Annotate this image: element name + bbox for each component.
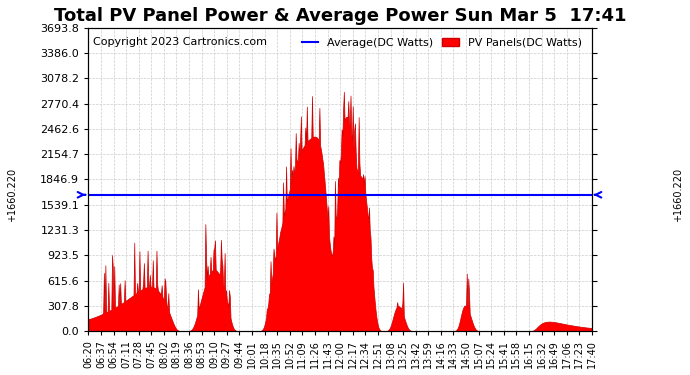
- Text: +1660.220: +1660.220: [673, 168, 683, 222]
- Legend: Average(DC Watts), PV Panels(DC Watts): Average(DC Watts), PV Panels(DC Watts): [297, 33, 586, 53]
- Text: Copyright 2023 Cartronics.com: Copyright 2023 Cartronics.com: [93, 37, 267, 47]
- Title: Total PV Panel Power & Average Power Sun Mar 5  17:41: Total PV Panel Power & Average Power Sun…: [54, 7, 627, 25]
- Text: +1660.220: +1660.220: [7, 168, 17, 222]
